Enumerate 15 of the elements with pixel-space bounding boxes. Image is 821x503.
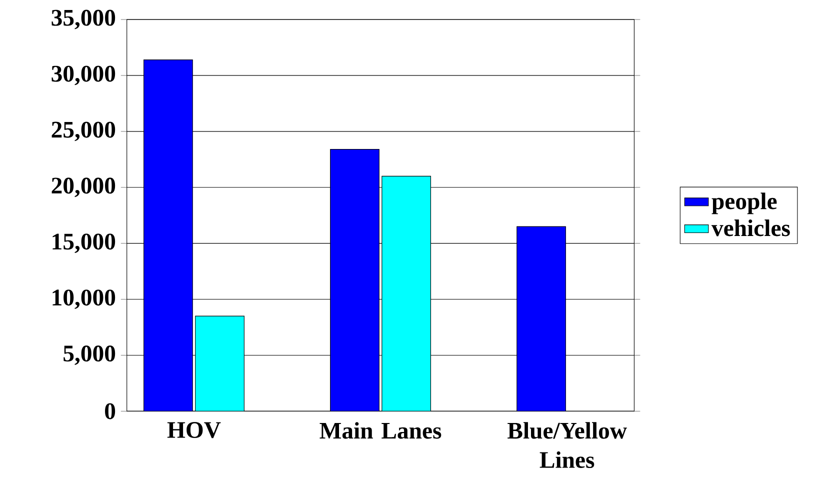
y-tick-label: 35,000 — [52, 10, 116, 30]
y-tick-label: 10,000 — [52, 289, 116, 309]
y-tick-label: 15,000 — [52, 234, 116, 253]
y-tick-label: 0 — [105, 403, 116, 420]
y-tick-label: 25,000 — [52, 122, 116, 142]
bar — [195, 316, 244, 412]
x-tick-label: HOV — [167, 422, 221, 438]
y-tick-label: 20,000 — [52, 178, 116, 197]
x-tick-label: Main Lanes — [320, 422, 442, 439]
bar — [382, 176, 431, 412]
y-tick-label: 5,000 — [64, 345, 116, 365]
legend-label: vehicles — [711, 219, 790, 236]
x-tick-label: Blue/Yellow Lines — [508, 422, 627, 468]
y-tick-label: 30,000 — [52, 66, 116, 86]
legend-label: people — [712, 192, 777, 214]
